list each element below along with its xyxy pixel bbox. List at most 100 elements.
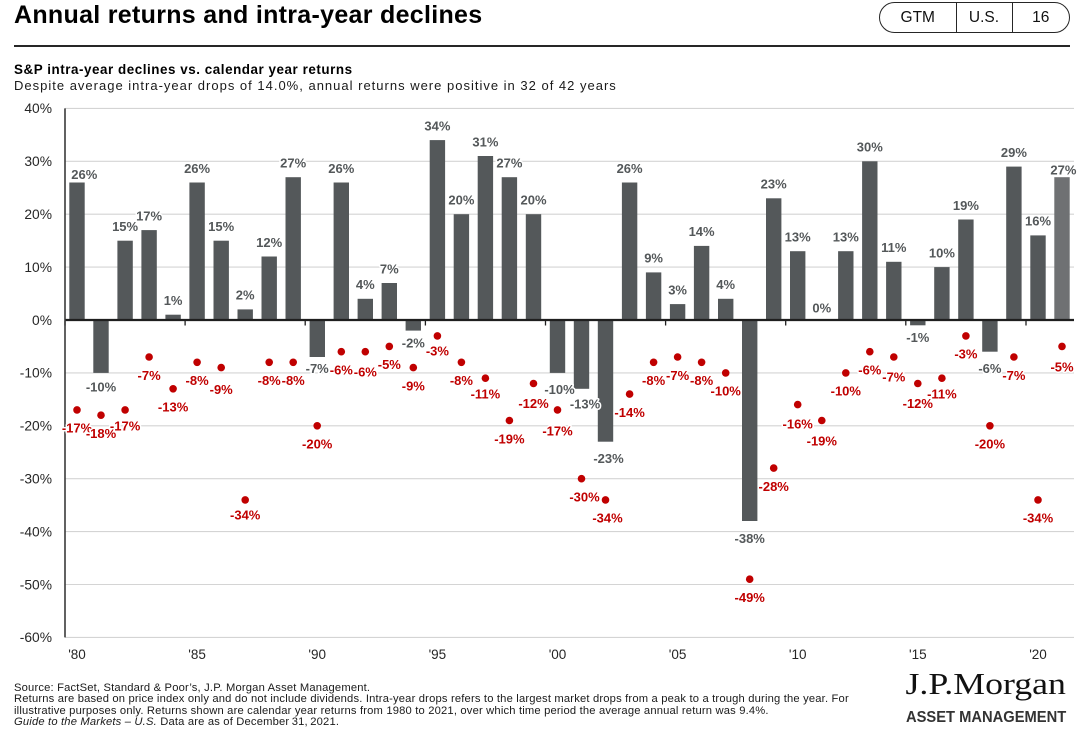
- svg-text:27%: 27%: [496, 156, 522, 171]
- svg-text:-34%: -34%: [230, 508, 261, 523]
- svg-text:13%: 13%: [833, 230, 859, 245]
- svg-text:20%: 20%: [24, 207, 52, 222]
- svg-text:10%: 10%: [24, 260, 52, 275]
- svg-text:7%: 7%: [380, 261, 399, 276]
- svg-text:-6%: -6%: [858, 363, 882, 378]
- svg-text:-18%: -18%: [86, 426, 117, 441]
- svg-text:-8%: -8%: [690, 373, 714, 388]
- svg-text:2%: 2%: [236, 288, 255, 303]
- svg-text:-7%: -7%: [1002, 368, 1026, 383]
- svg-text:26%: 26%: [328, 161, 354, 176]
- svg-text:-3%: -3%: [426, 344, 450, 359]
- svg-text:-13%: -13%: [158, 400, 189, 415]
- svg-text:-5%: -5%: [378, 357, 402, 372]
- svg-text:4%: 4%: [716, 277, 735, 292]
- svg-text:'85: '85: [188, 647, 206, 662]
- svg-text:-17%: -17%: [110, 419, 141, 434]
- svg-text:-20%: -20%: [302, 437, 333, 452]
- svg-text:-11%: -11%: [927, 386, 957, 401]
- svg-text:16%: 16%: [1025, 214, 1051, 229]
- svg-text:'10: '10: [789, 647, 807, 662]
- svg-text:26%: 26%: [617, 161, 643, 176]
- svg-text:-34%: -34%: [592, 511, 623, 526]
- svg-text:9%: 9%: [644, 251, 663, 266]
- svg-text:4%: 4%: [356, 277, 375, 292]
- svg-text:-19%: -19%: [807, 434, 838, 449]
- svg-text:-2%: -2%: [402, 336, 426, 351]
- svg-text:-14%: -14%: [614, 405, 645, 420]
- svg-text:'80: '80: [68, 647, 86, 662]
- svg-text:26%: 26%: [71, 167, 97, 182]
- svg-text:26%: 26%: [184, 161, 210, 176]
- svg-text:-10%: -10%: [711, 384, 742, 399]
- svg-text:20%: 20%: [520, 193, 546, 208]
- svg-text:'15: '15: [909, 647, 927, 662]
- svg-text:0%: 0%: [812, 300, 831, 315]
- svg-text:-6%: -6%: [330, 363, 354, 378]
- svg-text:13%: 13%: [785, 230, 811, 245]
- svg-text:0%: 0%: [32, 313, 52, 328]
- svg-text:-8%: -8%: [642, 373, 666, 388]
- svg-text:-40%: -40%: [20, 524, 52, 539]
- svg-text:-10%: -10%: [86, 379, 117, 394]
- svg-text:-20%: -20%: [975, 437, 1006, 452]
- svg-text:15%: 15%: [112, 219, 138, 234]
- svg-text:-8%: -8%: [258, 373, 282, 388]
- svg-text:27%: 27%: [1050, 162, 1076, 177]
- svg-text:-23%: -23%: [593, 451, 624, 466]
- svg-text:-34%: -34%: [1023, 511, 1054, 526]
- svg-text:'90: '90: [308, 647, 326, 662]
- svg-text:12%: 12%: [256, 235, 282, 250]
- svg-text:-10%: -10%: [20, 366, 52, 381]
- svg-text:-5%: -5%: [1050, 359, 1074, 374]
- svg-text:'20: '20: [1029, 647, 1047, 662]
- svg-text:'00: '00: [549, 647, 567, 662]
- svg-text:-38%: -38%: [735, 531, 766, 546]
- svg-text:-30%: -30%: [569, 490, 600, 505]
- svg-text:-8%: -8%: [450, 373, 474, 388]
- svg-text:-12%: -12%: [518, 396, 549, 411]
- svg-text:29%: 29%: [1001, 145, 1027, 160]
- svg-text:1%: 1%: [164, 293, 183, 308]
- svg-text:-7%: -7%: [882, 370, 906, 385]
- svg-text:15%: 15%: [208, 219, 234, 234]
- svg-text:14%: 14%: [689, 224, 715, 239]
- svg-text:-8%: -8%: [186, 373, 210, 388]
- svg-text:-60%: -60%: [20, 630, 52, 645]
- svg-text:-6%: -6%: [354, 365, 378, 380]
- svg-text:30%: 30%: [24, 154, 52, 169]
- svg-text:23%: 23%: [761, 177, 787, 192]
- svg-text:34%: 34%: [424, 118, 450, 133]
- svg-text:31%: 31%: [472, 134, 498, 149]
- svg-text:10%: 10%: [929, 245, 955, 260]
- svg-text:20%: 20%: [448, 193, 474, 208]
- svg-text:-17%: -17%: [62, 421, 93, 436]
- svg-text:-10%: -10%: [544, 382, 575, 397]
- svg-text:40%: 40%: [24, 101, 52, 116]
- svg-text:30%: 30%: [857, 140, 883, 155]
- svg-text:19%: 19%: [953, 198, 979, 213]
- svg-text:-3%: -3%: [954, 347, 978, 362]
- svg-text:-16%: -16%: [783, 417, 814, 432]
- svg-text:-7%: -7%: [306, 361, 330, 376]
- svg-text:-10%: -10%: [831, 384, 862, 399]
- svg-text:-30%: -30%: [20, 472, 52, 487]
- svg-text:-12%: -12%: [903, 396, 934, 411]
- svg-text:'95: '95: [429, 647, 447, 662]
- svg-text:-28%: -28%: [759, 479, 790, 494]
- svg-text:'05: '05: [669, 647, 687, 662]
- svg-text:-9%: -9%: [210, 382, 234, 397]
- svg-text:17%: 17%: [136, 208, 162, 223]
- svg-text:-7%: -7%: [138, 368, 162, 383]
- svg-text:-20%: -20%: [20, 419, 52, 434]
- svg-text:-17%: -17%: [542, 424, 573, 439]
- svg-text:-50%: -50%: [20, 577, 52, 592]
- svg-text:27%: 27%: [280, 156, 306, 171]
- svg-text:-11%: -11%: [471, 386, 501, 401]
- svg-text:-9%: -9%: [402, 378, 426, 393]
- svg-text:-8%: -8%: [282, 373, 306, 388]
- svg-text:-1%: -1%: [906, 330, 930, 345]
- svg-text:-49%: -49%: [735, 590, 766, 605]
- svg-text:-6%: -6%: [978, 361, 1002, 376]
- svg-text:11%: 11%: [881, 240, 907, 255]
